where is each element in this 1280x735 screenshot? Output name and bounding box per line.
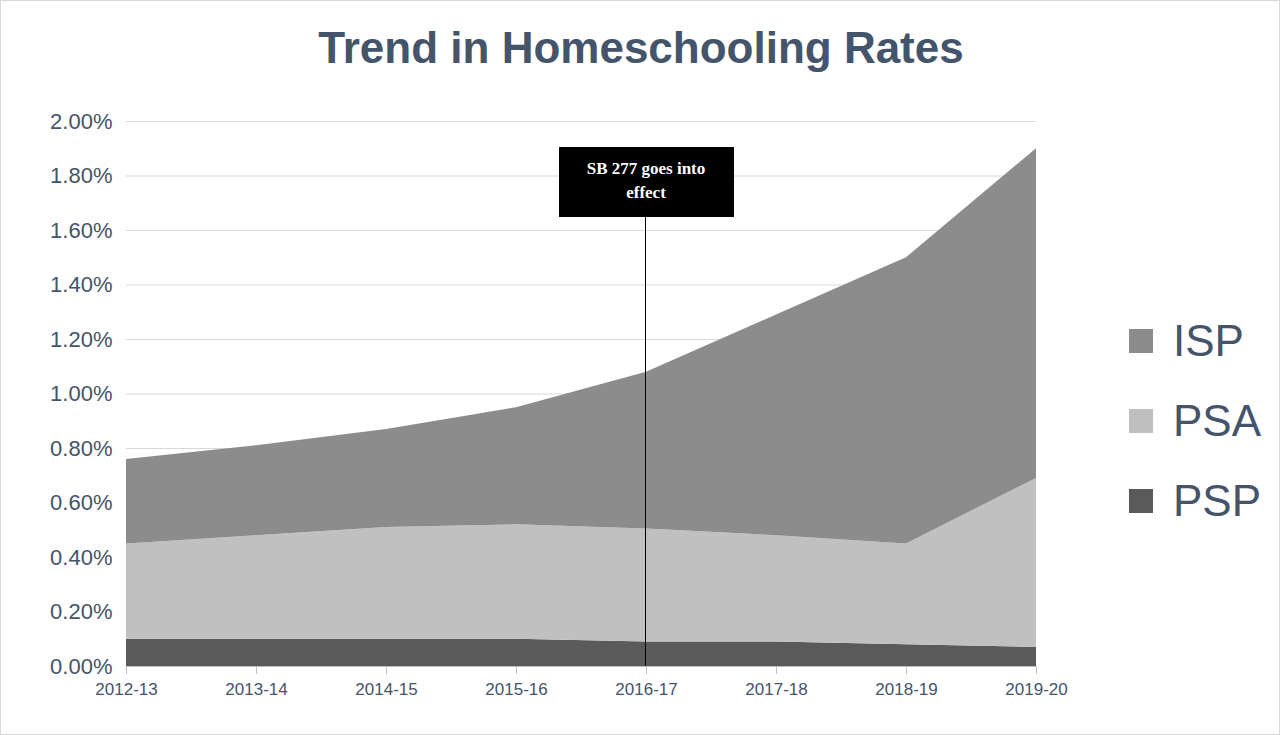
svg-text:2018-19: 2018-19 [875,680,937,699]
svg-text:1.80%: 1.80% [50,163,112,188]
svg-text:2013-14: 2013-14 [225,680,287,699]
svg-text:1.40%: 1.40% [50,272,112,297]
svg-text:2.00%: 2.00% [50,109,112,134]
svg-text:2019-20: 2019-20 [1005,680,1067,699]
svg-text:2014-15: 2014-15 [355,680,417,699]
html-text:Trend in Homeschooling Rates: Trend in Homeschooling Rates [318,23,964,72]
svg-text:0.80%: 0.80% [50,436,112,461]
svg-text:1.00%: 1.00% [50,381,112,406]
svg-text:1.20%: 1.20% [50,327,112,352]
svg-text:0.00%: 0.00% [50,654,112,679]
svg-text:0.20%: 0.20% [50,599,112,624]
html-text:ISP: ISP [1173,316,1244,365]
svg-text:0.40%: 0.40% [50,545,112,570]
svg-text:1.60%: 1.60% [50,218,112,243]
svg-text:2017-18: 2017-18 [745,680,807,699]
html-text:SB 277 goes into effect: SB 277 goes into effect [586,159,706,202]
html-text:PSP: PSP [1173,476,1261,525]
svg-text:0.60%: 0.60% [50,490,112,515]
html-text:PSA: PSA [1173,396,1261,445]
svg-text:2015-16: 2015-16 [485,680,547,699]
svg-text:2012-13: 2012-13 [95,680,157,699]
svg-text:2016-17: 2016-17 [615,680,677,699]
